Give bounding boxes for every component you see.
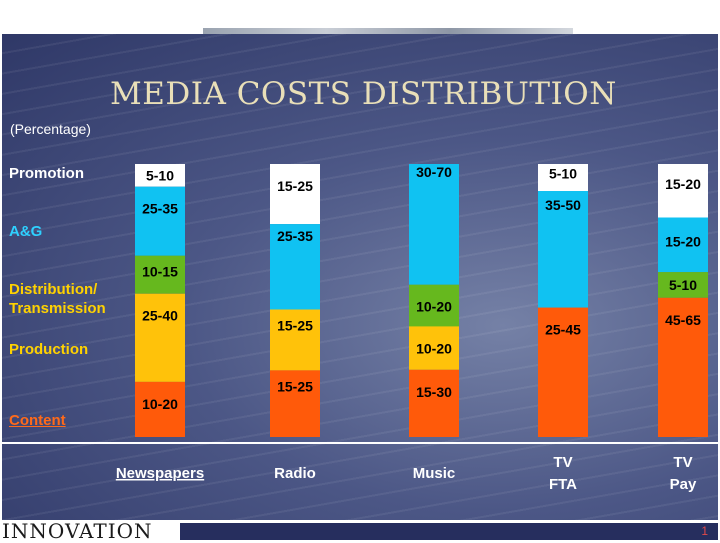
row-label-ag: A&G bbox=[9, 223, 43, 240]
bar-segment-newspapers-content bbox=[135, 381, 185, 437]
bar-segment-newspapers-ag bbox=[135, 186, 185, 256]
bar-segment-tv-pay-distribution bbox=[658, 272, 708, 298]
segment-label-music-content: 15-30 bbox=[416, 384, 452, 400]
bar-segment-newspapers-promotion bbox=[135, 164, 185, 187]
bar-segment-music-distribution bbox=[409, 284, 459, 327]
segment-label-music-ag: 30-70 bbox=[416, 164, 452, 180]
bar-segment-music-ag bbox=[409, 164, 459, 285]
segment-label-newspapers-ag: 25-35 bbox=[142, 201, 178, 217]
segment-label-tv-fta-ag: 35-50 bbox=[545, 197, 581, 213]
bar-segment-radio-content bbox=[270, 370, 320, 437]
category-label-3: TV bbox=[553, 454, 572, 471]
segment-label-radio-promotion: 15-25 bbox=[277, 178, 313, 194]
segment-label-tv-pay-ag: 15-20 bbox=[665, 234, 701, 250]
category-sublabel-3: FTA bbox=[549, 476, 577, 493]
segment-label-tv-pay-content: 45-65 bbox=[665, 312, 701, 328]
segment-label-tv-pay-promotion: 15-20 bbox=[665, 176, 701, 192]
page-number-bar: 1 bbox=[180, 523, 718, 540]
panel-texture bbox=[2, 34, 718, 520]
bar-segment-radio-promotion bbox=[270, 164, 320, 225]
segment-label-newspapers-content: 10-20 bbox=[142, 396, 178, 412]
row-label-distribution: Distribution/ Transmission bbox=[9, 281, 106, 317]
category-label-1: Radio bbox=[274, 465, 316, 482]
category-sublabel-4: Pay bbox=[670, 476, 697, 493]
segment-label-music-production: 10-20 bbox=[416, 340, 452, 356]
bar-segment-tv-pay-content bbox=[658, 297, 708, 437]
page-number: 1 bbox=[701, 524, 708, 538]
chart-panel bbox=[2, 34, 718, 520]
bar-segment-newspapers-production bbox=[135, 293, 185, 382]
innovation-logo: INNOVATION bbox=[2, 519, 153, 543]
category-label-2: Music bbox=[413, 465, 456, 482]
bar-segment-tv-fta-promotion bbox=[538, 164, 588, 191]
bar-segment-tv-pay-ag bbox=[658, 217, 708, 273]
segment-label-radio-content: 15-25 bbox=[277, 378, 313, 394]
bar-segment-tv-fta-content bbox=[538, 307, 588, 437]
row-label-promotion: Promotion bbox=[9, 165, 84, 182]
row-label-production: Production bbox=[9, 341, 89, 358]
bar-segment-music-content bbox=[409, 369, 459, 437]
bar-segment-radio-production bbox=[270, 309, 320, 371]
segment-label-radio-production: 15-25 bbox=[277, 318, 313, 334]
row-label-content: Content bbox=[9, 412, 66, 429]
segment-label-music-distribution: 10-20 bbox=[416, 299, 452, 315]
bar-segment-music-production bbox=[409, 326, 459, 370]
segment-label-newspapers-distribution: 10-15 bbox=[142, 264, 178, 280]
segment-label-radio-ag: 25-35 bbox=[277, 228, 313, 244]
segment-label-tv-fta-content: 25-45 bbox=[545, 322, 581, 338]
axis-divider bbox=[2, 442, 718, 444]
category-label-4: TV bbox=[673, 454, 692, 471]
bar-segment-tv-pay-promotion bbox=[658, 164, 708, 218]
bar-segment-tv-fta-ag bbox=[538, 191, 588, 308]
category-label-0: Newspapers bbox=[116, 465, 204, 482]
segment-label-tv-fta-promotion: 5-10 bbox=[549, 166, 577, 182]
background-photo-strip bbox=[203, 28, 573, 34]
bar-segment-newspapers-distribution bbox=[135, 255, 185, 294]
slide-title: MEDIA COSTS DISTRIBUTION bbox=[110, 76, 617, 112]
segment-label-newspapers-production: 25-40 bbox=[142, 308, 178, 324]
segment-label-tv-pay-distribution: 5-10 bbox=[669, 277, 697, 293]
bar-segment-radio-ag bbox=[270, 224, 320, 310]
slide-subtitle: (Percentage) bbox=[10, 121, 91, 137]
segment-label-newspapers-promotion: 5-10 bbox=[146, 167, 174, 183]
